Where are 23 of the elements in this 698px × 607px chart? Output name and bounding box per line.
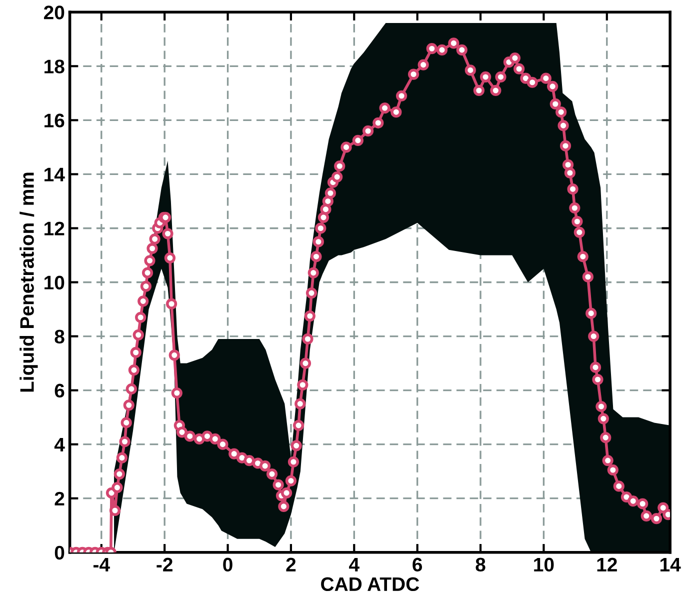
x-tick-label: -4	[94, 558, 110, 572]
x-tick-label: 6	[412, 558, 422, 572]
x-tick-label: 0	[223, 558, 232, 572]
y-tick-label: 20	[44, 6, 64, 20]
x-tick-label: 8	[476, 558, 486, 572]
x-tick-label: 4	[349, 558, 360, 572]
x-tick-label: -2	[156, 558, 172, 572]
x-tick-label: 12	[597, 558, 617, 572]
y-tick-label: 2	[54, 492, 64, 506]
y-tick-label: 6	[54, 384, 64, 398]
y-axis-title: Liquid Penetration / mm	[20, 172, 38, 392]
x-tick-label: 2	[286, 558, 296, 572]
y-tick-label: 4	[54, 438, 65, 452]
y-tick-label: 14	[44, 168, 65, 182]
y-tick-label: 18	[44, 60, 64, 74]
y-tick-label: 0	[54, 546, 64, 560]
y-tick-label: 16	[44, 114, 64, 128]
y-tick-label: 12	[44, 222, 64, 236]
x-axis-title: CAD ATDC	[321, 577, 420, 592]
x-tick-label: 14	[660, 558, 681, 572]
y-tick-label: 10	[44, 276, 64, 290]
y-tick-label: 8	[54, 330, 64, 344]
x-tick-label: 10	[534, 558, 554, 572]
